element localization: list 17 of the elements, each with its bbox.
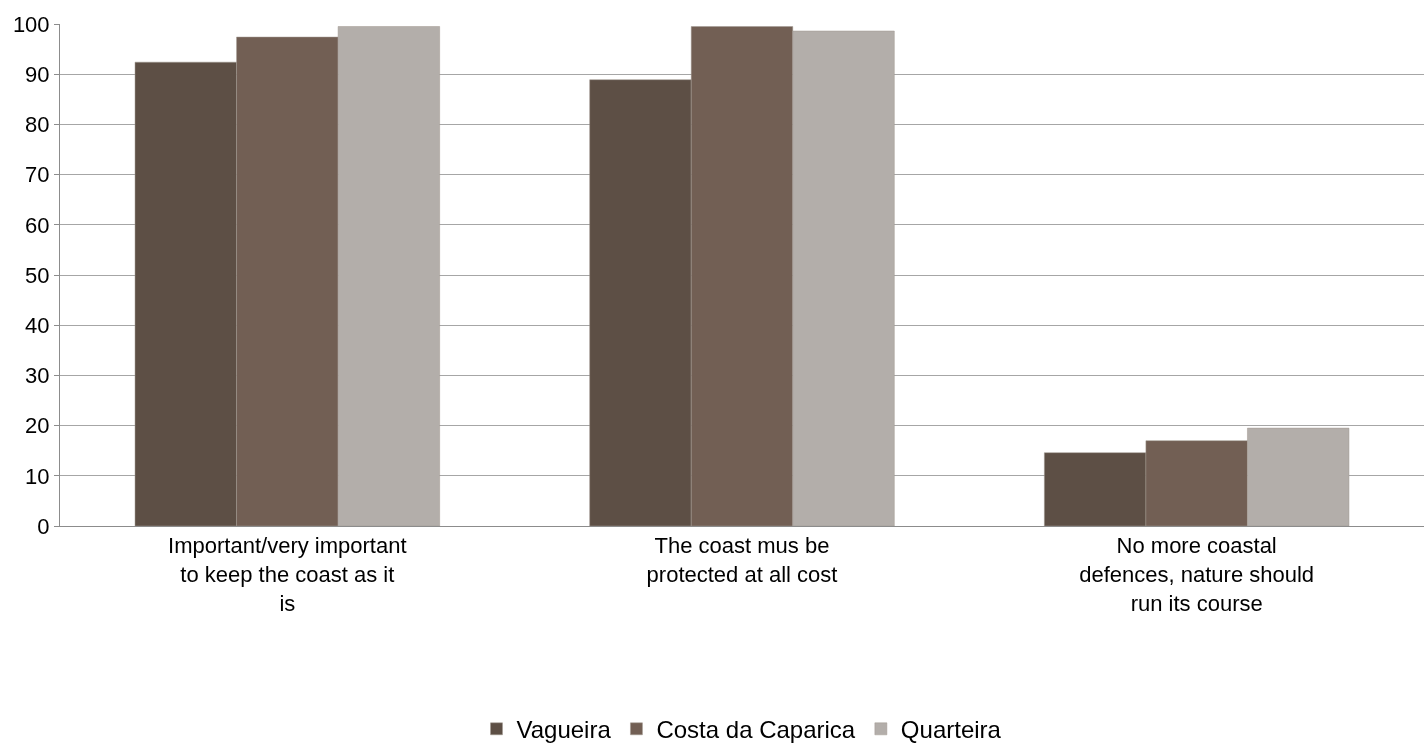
y-tick-label: 80 [25,112,50,138]
y-tick-label: 90 [25,61,50,87]
x-tick-label: No more coastal defences, nature should run its course [1079,533,1315,616]
y-tick-label: 0 [37,513,50,539]
x-tick-label: Important/very important to keep the coast as it is [168,533,407,616]
legend-label: Quarteira [900,716,1002,744]
x-tick-label: The coast mus be protected at all cost [646,533,838,587]
y-tick-label: 70 [25,162,50,188]
legend-label: Vagueira [516,716,612,744]
y-tick-label: 30 [25,363,50,389]
y-tick-label: 20 [25,413,50,439]
y-tick-label: 40 [25,312,50,338]
y-tick-label: 50 [25,262,50,288]
y-tick-label: 10 [25,463,50,489]
y-tick-label: 60 [25,212,50,238]
legend-label: Costa da Caparica [656,716,856,744]
y-tick-label: 100 [12,11,50,37]
